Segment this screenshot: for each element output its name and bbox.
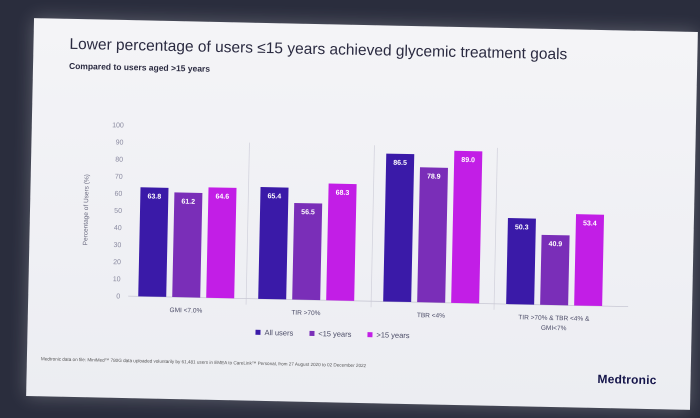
bar	[258, 187, 289, 300]
category-label: TIR >70%	[291, 310, 320, 318]
category-label: GMI<7%	[541, 325, 567, 333]
y-axis-label: Percentage of Users (%)	[82, 174, 90, 245]
bar	[326, 183, 357, 301]
legend-swatch	[367, 332, 373, 338]
bar	[574, 214, 605, 307]
data-label: 64.6	[215, 193, 229, 200]
bar	[383, 153, 415, 303]
group-divider	[370, 145, 375, 308]
data-label: 40.9	[549, 241, 563, 248]
legend-swatch	[255, 329, 261, 335]
data-label: 86.5	[393, 160, 407, 167]
bar	[506, 218, 536, 305]
y-tick-label: 10	[113, 276, 121, 283]
category-label: GMI <7.0%	[170, 307, 203, 315]
bar	[172, 192, 203, 298]
y-tick-label: 0	[116, 293, 120, 300]
medtronic-logo: Medtronic	[597, 371, 657, 388]
y-tick-label: 20	[113, 259, 121, 266]
data-label: 56.5	[301, 209, 315, 216]
legend-item: >15 years	[367, 330, 410, 341]
slide: Lower percentage of users ≤15 years achi…	[26, 18, 698, 410]
y-tick-label: 40	[114, 225, 122, 232]
group-divider	[493, 147, 498, 310]
y-tick-label: 50	[114, 208, 122, 215]
bar	[292, 202, 323, 301]
category-label: TBR <4%	[417, 312, 445, 320]
data-label: 53.4	[583, 220, 597, 227]
y-tick-label: 70	[115, 174, 123, 181]
bar-chart: Percentage of Users (%) 0 10 20 30 40 50 60 70 80…	[82, 122, 629, 333]
data-label: 63.8	[147, 193, 161, 200]
legend-swatch	[309, 330, 315, 337]
data-label: 68.3	[336, 190, 350, 197]
legend-item: <15 years	[309, 329, 351, 339]
data-label: 61.2	[181, 199, 195, 206]
data-label: 89.0	[461, 157, 475, 164]
y-tick-label: 90	[116, 139, 124, 146]
bar	[417, 167, 448, 303]
legend-label: <15 years	[318, 329, 352, 339]
data-label: 78.9	[427, 173, 441, 180]
data-label: 50.3	[515, 224, 529, 231]
legend-label: >15 years	[376, 330, 410, 341]
y-tick-label: 100	[112, 122, 124, 129]
y-tick-label: 80	[115, 157, 123, 164]
y-tick-label: 60	[114, 191, 122, 198]
y-tick-label: 30	[113, 242, 121, 249]
category-label: TIR >70% & TBR <4% &	[518, 314, 590, 323]
legend-item: All users	[255, 328, 293, 338]
bar	[540, 234, 570, 306]
bar	[451, 150, 483, 304]
bar	[138, 187, 169, 297]
data-label: 65.4	[267, 193, 281, 200]
bar	[206, 187, 237, 299]
legend-label: All users	[264, 327, 294, 338]
group-divider	[245, 142, 250, 305]
